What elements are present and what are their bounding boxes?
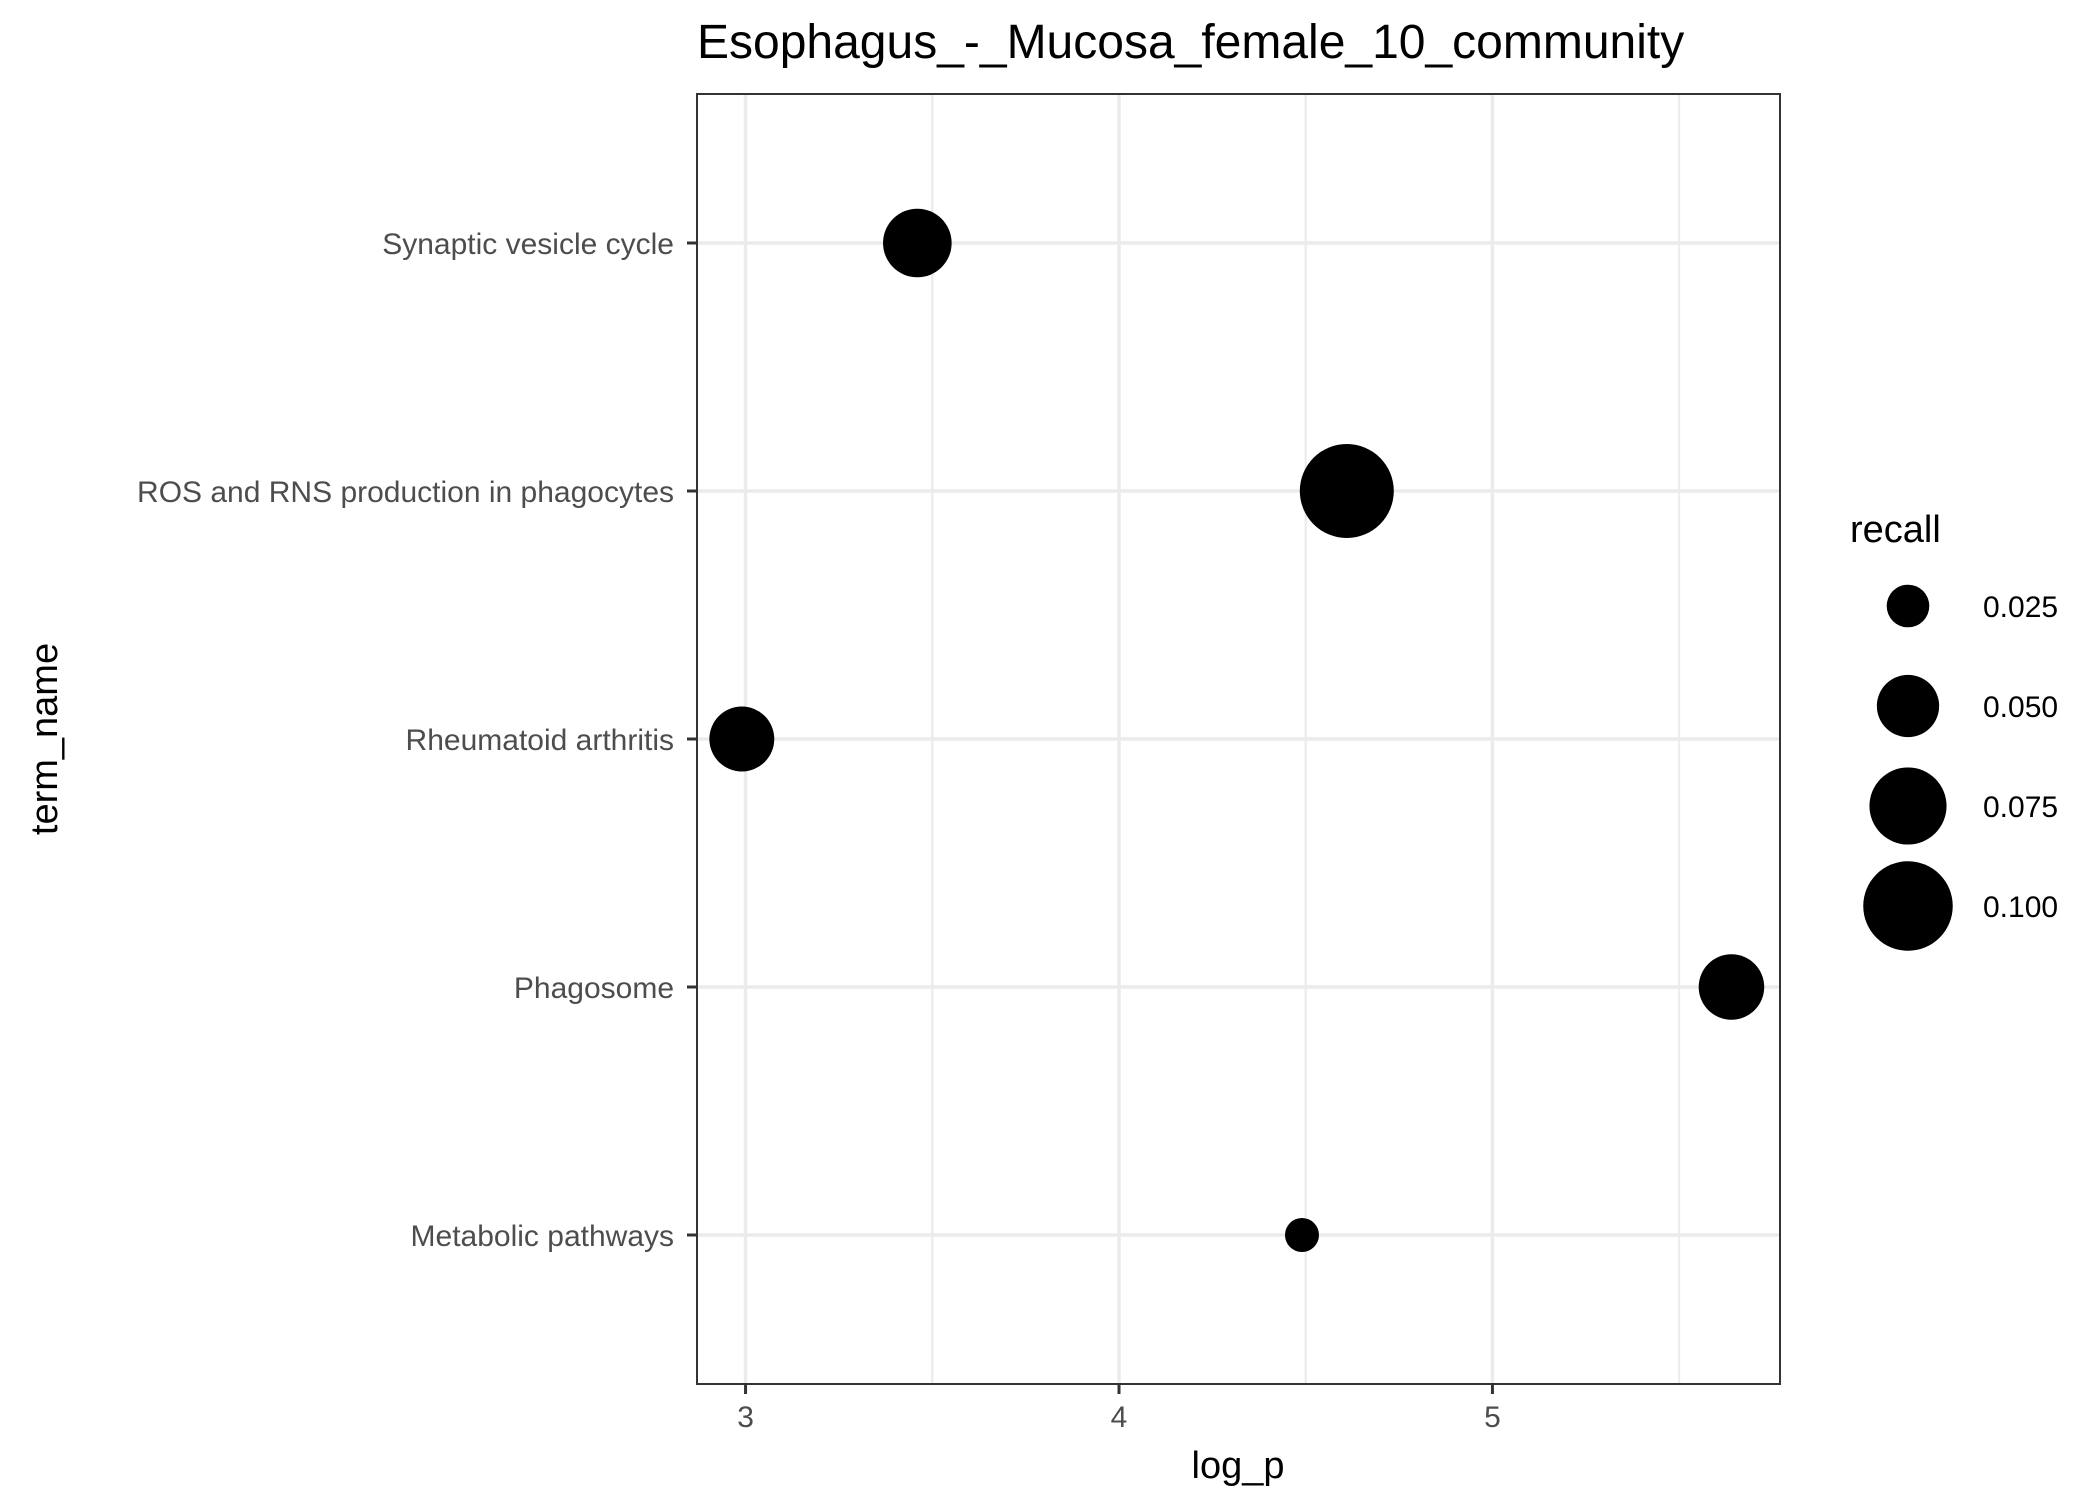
data-point bbox=[1299, 444, 1394, 538]
legend-key-circle bbox=[1876, 674, 1940, 738]
y-axis: Synaptic vesicle cycle ROS and RNS produc… bbox=[137, 228, 697, 1253]
y-axis-title: term_name bbox=[24, 643, 66, 835]
x-tick-label: 3 bbox=[737, 1401, 754, 1434]
data-point bbox=[1284, 1218, 1319, 1252]
y-tick-label: Phagosome bbox=[514, 972, 674, 1005]
chart-title: Esophagus_-_Mucosa_female_10_community bbox=[697, 16, 1684, 69]
x-axis-title: log_p bbox=[1192, 1445, 1285, 1487]
data-point bbox=[709, 706, 775, 772]
y-tick-label: Metabolic pathways bbox=[411, 1220, 674, 1253]
legend-key-label: 0.025 bbox=[1983, 591, 2058, 624]
legend: recall 0.025 0.050 0.075 0.100 bbox=[1850, 509, 2058, 951]
y-tick-label: Rheumatoid arthritis bbox=[406, 724, 674, 757]
data-points bbox=[709, 208, 1765, 1252]
legend-key-circle bbox=[1869, 767, 1947, 845]
legend-key-circle bbox=[1863, 861, 1953, 951]
y-tick-label: Synaptic vesicle cycle bbox=[382, 228, 674, 261]
data-point bbox=[883, 208, 952, 278]
data-point bbox=[1698, 954, 1765, 1020]
gridlines bbox=[697, 94, 1780, 1384]
legend-title: recall bbox=[1850, 509, 1941, 551]
legend-key-label: 0.050 bbox=[1983, 691, 2058, 724]
x-tick-label: 4 bbox=[1111, 1401, 1128, 1434]
y-tick-label: ROS and RNS production in phagocytes bbox=[137, 476, 674, 509]
plot-panel bbox=[696, 93, 1781, 1385]
legend-key-circle bbox=[1886, 584, 1930, 628]
legend-key-label: 0.100 bbox=[1983, 891, 2058, 924]
legend-keys: 0.025 0.050 0.075 0.100 bbox=[1863, 584, 2058, 951]
x-tick-label: 5 bbox=[1484, 1401, 1501, 1434]
x-axis: 3 4 5 bbox=[737, 1384, 1501, 1434]
legend-key-label: 0.075 bbox=[1983, 791, 2058, 824]
